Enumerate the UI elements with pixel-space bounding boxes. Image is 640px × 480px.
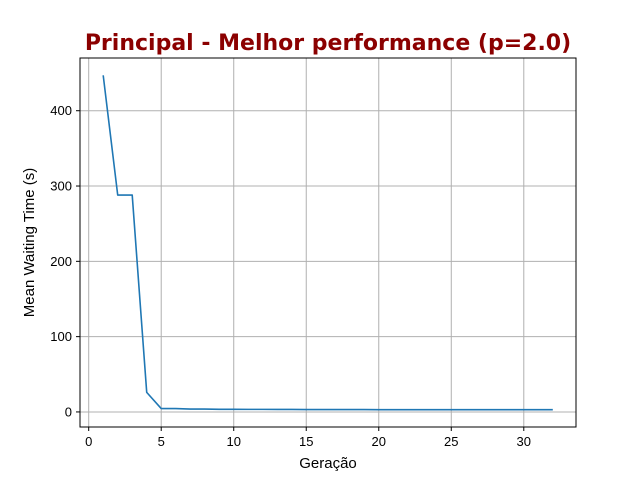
y-axis-label: Mean Waiting Time (s): [21, 168, 38, 317]
grid-lines: [80, 58, 576, 427]
y-tick-label: 0: [65, 404, 72, 419]
y-tick-label: 200: [50, 254, 72, 269]
x-tick-label: 10: [226, 434, 240, 449]
series-layer: [102, 75, 553, 411]
series-line: [102, 75, 553, 411]
y-tick-label: 400: [50, 103, 72, 118]
plot-frame: [79, 57, 577, 428]
x-tick-label: 15: [299, 434, 313, 449]
x-tick-label: 30: [517, 434, 531, 449]
x-tick-label: 25: [444, 434, 458, 449]
x-tick-label: 5: [158, 434, 165, 449]
x-tick-label: 20: [372, 434, 386, 449]
y-tick-label: 300: [50, 179, 72, 194]
chart-title: Principal - Melhor performance (p=2.0): [85, 31, 571, 56]
y-tick-label: 100: [50, 329, 72, 344]
x-tick-label: 0: [85, 434, 92, 449]
x-axis-label: Geração: [299, 455, 357, 472]
